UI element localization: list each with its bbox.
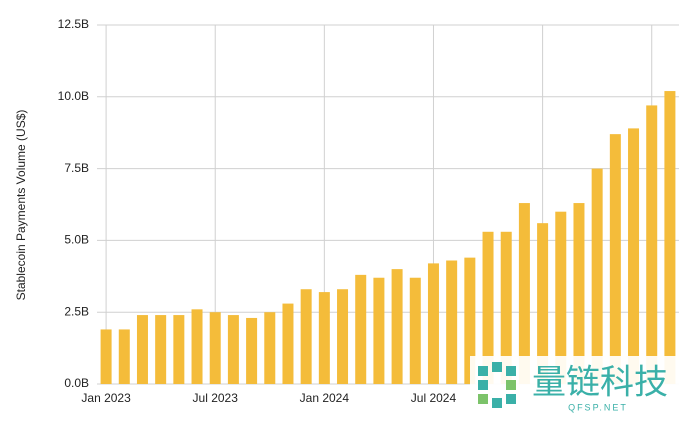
bar	[391, 269, 403, 384]
x-tick-label: Jul 2024	[411, 391, 457, 405]
bar	[646, 105, 658, 384]
y-tick-label: 5.0B	[64, 233, 89, 247]
bar	[664, 91, 676, 384]
bar	[300, 289, 312, 384]
y-axis-label: Stablecoin Payments Volume (US$)	[14, 110, 28, 301]
watermark-name: 量链科技	[532, 363, 668, 403]
bar	[118, 329, 130, 384]
y-tick-label: 7.5B	[64, 161, 89, 175]
bar	[464, 257, 476, 384]
bar	[355, 274, 367, 384]
bar	[191, 309, 203, 384]
bar	[100, 329, 112, 384]
x-tick-label: Jan 2024	[300, 391, 350, 405]
bar	[173, 315, 185, 384]
watermark-site: QFSP.NET	[568, 402, 628, 412]
watermark: 量链科技 QFSP.NET	[470, 356, 691, 419]
bar	[246, 317, 258, 384]
bar	[609, 134, 621, 384]
bar	[337, 289, 349, 384]
y-tick-label: 12.5B	[58, 17, 89, 31]
bar	[136, 315, 148, 384]
bar	[427, 263, 439, 384]
bar	[373, 277, 385, 384]
bar	[591, 168, 603, 384]
x-tick-label: Jan 2023	[81, 391, 131, 405]
bar	[628, 128, 640, 384]
bar	[482, 231, 494, 384]
bar	[518, 203, 530, 384]
bar	[573, 203, 585, 384]
bar	[500, 231, 512, 384]
y-tick-label: 10.0B	[58, 89, 89, 103]
bar	[227, 315, 239, 384]
y-tick-label: 0.0B	[64, 376, 89, 390]
y-tick-label: 2.5B	[64, 304, 89, 318]
bar	[318, 292, 330, 384]
bar	[409, 277, 421, 384]
bar	[537, 223, 549, 384]
bar	[555, 211, 567, 384]
bar	[264, 312, 276, 384]
bar	[446, 260, 458, 384]
x-tick-label: Jul 2023	[193, 391, 239, 405]
watermark-icon	[478, 362, 516, 408]
bar	[209, 312, 221, 384]
bar	[155, 315, 167, 384]
bar	[282, 303, 294, 384]
